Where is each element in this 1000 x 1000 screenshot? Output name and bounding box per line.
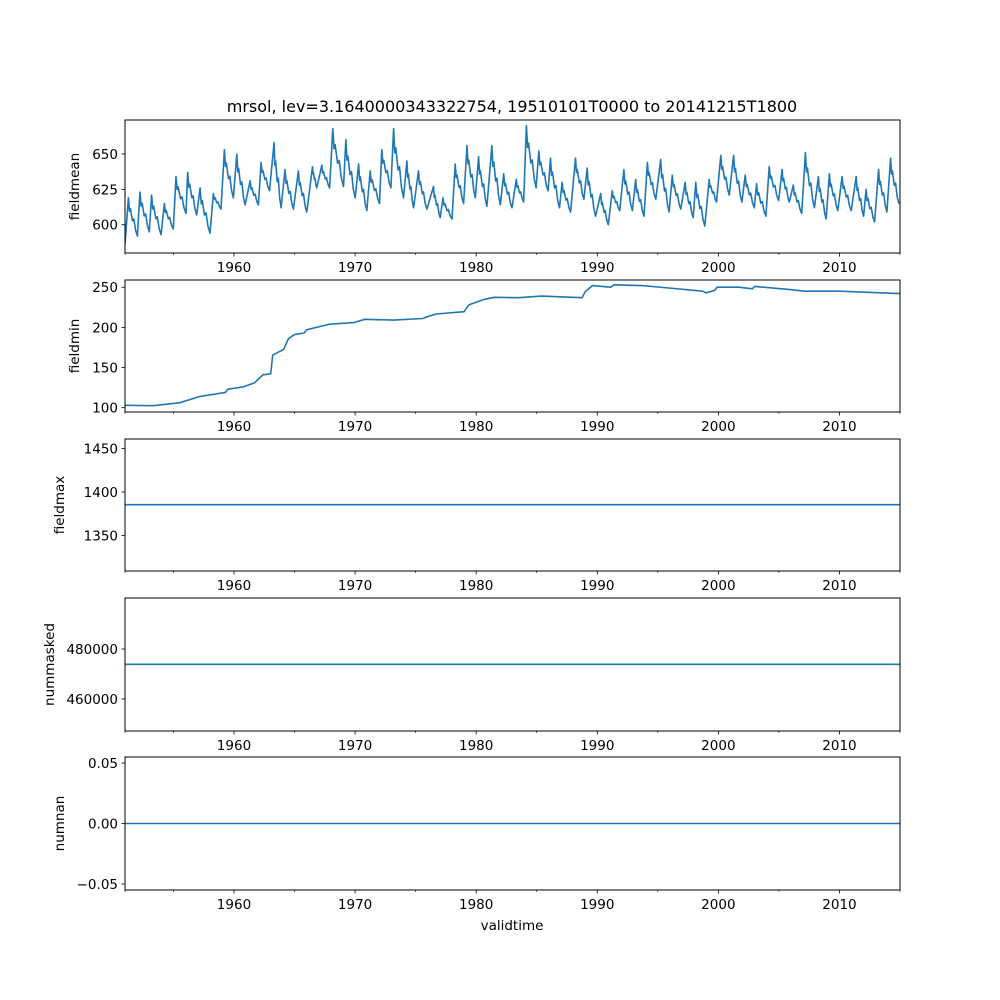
x-tick-label: 1980 [459,738,493,754]
x-tick-label: 2000 [701,419,735,435]
x-axis-label: validtime [481,918,544,934]
x-tick-label: 2010 [822,738,856,754]
y-tick-label: 0.00 [88,817,118,833]
x-tick-label: 1990 [580,578,614,594]
x-tick-label: 2000 [701,260,735,276]
x-tick-label: 2000 [701,897,735,913]
y-tick-label: 600 [92,218,118,234]
x-tick-label: 2000 [701,738,735,754]
y-axis-label: fieldmin [67,319,83,374]
x-tick-label: 1960 [217,260,251,276]
x-tick-label: 2010 [822,897,856,913]
y-axis-label: numnan [52,796,68,852]
y-tick-label: 1400 [84,485,118,501]
y-axis-label: fieldmax [52,476,68,535]
x-tick-label: 1970 [338,897,372,913]
x-tick-label: 1990 [580,260,614,276]
subplot-fieldmin: 100 150 200 250 fieldmin 1960 1970 1980 1990 2000… [67,279,901,435]
x-tick-label: 1980 [459,260,493,276]
x-tick-label: 1960 [217,738,251,754]
subplot-nummasked: 460000 480000 nummasked 1960 1970 1980 1990 200… [42,597,901,754]
x-tick-label: 2010 [822,578,856,594]
subplot-fieldmax: 1350 1400 1450 fieldmax 1960 1970 1980 1990 2000… [52,438,901,594]
x-tick-label: 1970 [338,738,372,754]
y-tick-label: 150 [92,361,118,377]
subplot-numnan: −0.05 0.00 0.05 numnan 1960 1970 1980 1990 2000 2… [52,756,901,913]
x-tick-label: 1960 [217,419,251,435]
y-tick-label: 1450 [84,442,118,458]
axes-frame [124,279,901,413]
x-tick-label: 1970 [338,419,372,435]
y-tick-label: 1350 [84,528,118,544]
y-axis-label: nummasked [42,623,58,706]
y-tick-label: 200 [92,320,118,336]
x-tick-label: 1980 [459,897,493,913]
x-tick-label: 1970 [338,578,372,594]
chart-title: mrsol, lev=3.1640000343322754, 19510101T… [227,97,797,116]
subplot-fieldmean: 600 625 650 fieldmean 1960 1970 1980 1990 2000 20… [67,119,901,276]
x-tick-label: 1980 [459,419,493,435]
x-tick-label: 2010 [822,260,856,276]
y-tick-label: −0.05 [77,877,118,893]
y-tick-label: 250 [92,280,118,296]
x-tick-label: 1990 [580,738,614,754]
axes-frame [124,438,901,572]
series-line-fieldmean [125,124,900,245]
axes-frame [124,597,901,732]
x-tick-label: 2010 [822,419,856,435]
y-tick-label: 100 [92,401,118,417]
y-tick-label: 480000 [66,642,118,658]
x-tick-label: 1960 [217,578,251,594]
y-axis-label: fieldmean [67,153,83,220]
y-tick-label: 460000 [66,692,118,708]
y-tick-label: 0.05 [88,756,118,772]
y-tick-label: 625 [92,182,118,198]
axes-frame [124,119,901,254]
x-tick-label: 1990 [580,897,614,913]
x-tick-label: 1980 [459,578,493,594]
x-tick-label: 2000 [701,578,735,594]
x-tick-label: 1960 [217,897,251,913]
series-line-fieldmin [125,284,900,407]
x-tick-label: 1990 [580,419,614,435]
y-tick-label: 650 [92,147,118,163]
x-tick-label: 1970 [338,260,372,276]
